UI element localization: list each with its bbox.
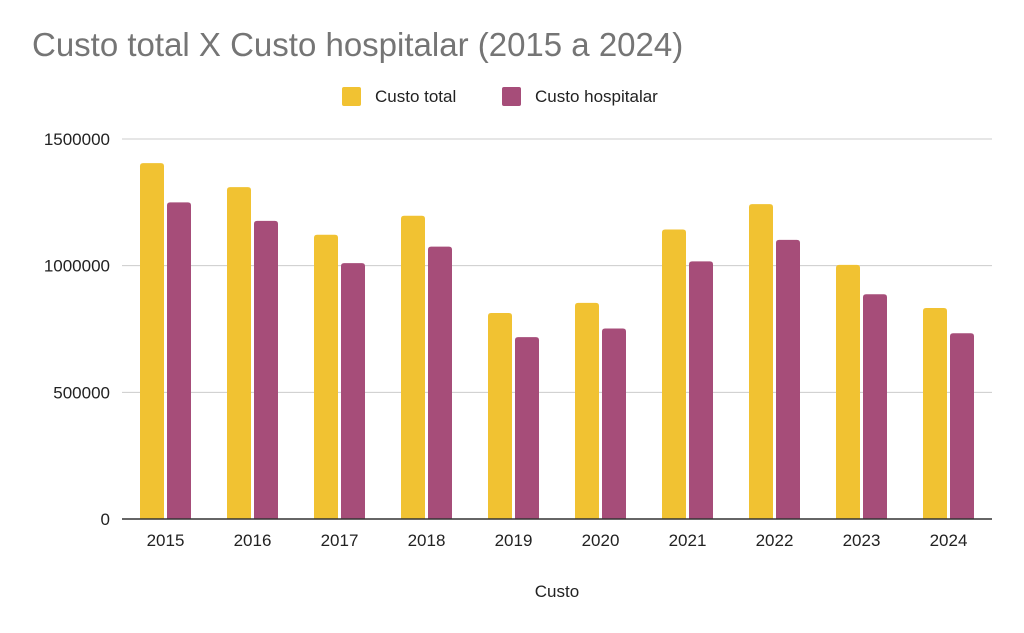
legend-swatch-custo-hospitalar xyxy=(502,87,521,106)
bar-custo-hospitalar-2023 xyxy=(863,294,887,519)
x-tick-label: 2015 xyxy=(147,531,185,550)
x-tick-label: 2017 xyxy=(321,531,359,550)
y-tick-label: 500000 xyxy=(53,383,110,402)
y-tick-label: 0 xyxy=(101,510,110,529)
x-tick-label: 2018 xyxy=(408,531,446,550)
legend-label: Custo total xyxy=(375,87,456,106)
bar-custo-total-2022 xyxy=(749,204,773,519)
x-tick-label: 2016 xyxy=(234,531,272,550)
bar-custo-hospitalar-2022 xyxy=(776,240,800,519)
bar-custo-total-2020 xyxy=(575,303,599,519)
bar-custo-hospitalar-2017 xyxy=(341,263,365,519)
y-tick-label: 1000000 xyxy=(44,257,110,276)
legend-swatch-custo-total xyxy=(342,87,361,106)
bar-custo-hospitalar-2016 xyxy=(254,221,278,519)
legend-label: Custo hospitalar xyxy=(535,87,658,106)
x-tick-label: 2022 xyxy=(756,531,794,550)
x-tick-label: 2021 xyxy=(669,531,707,550)
y-tick-label: 1500000 xyxy=(44,130,110,149)
x-axis-title: Custo xyxy=(535,582,579,601)
bar-custo-hospitalar-2020 xyxy=(602,328,626,519)
bar-custo-hospitalar-2015 xyxy=(167,202,191,519)
bar-custo-hospitalar-2019 xyxy=(515,337,539,519)
bar-custo-total-2016 xyxy=(227,187,251,519)
bar-custo-total-2021 xyxy=(662,229,686,519)
x-tick-label: 2023 xyxy=(843,531,881,550)
bar-custo-hospitalar-2021 xyxy=(689,261,713,519)
bar-custo-total-2017 xyxy=(314,235,338,519)
bar-custo-hospitalar-2018 xyxy=(428,247,452,519)
bar-custo-total-2018 xyxy=(401,216,425,519)
bar-custo-total-2024 xyxy=(923,308,947,519)
x-tick-label: 2020 xyxy=(582,531,620,550)
x-tick-label: 2024 xyxy=(930,531,968,550)
bar-custo-total-2023 xyxy=(836,265,860,519)
x-tick-label: 2019 xyxy=(495,531,533,550)
bar-custo-hospitalar-2024 xyxy=(950,333,974,519)
bar-custo-total-2015 xyxy=(140,163,164,519)
bar-custo-total-2019 xyxy=(488,313,512,519)
